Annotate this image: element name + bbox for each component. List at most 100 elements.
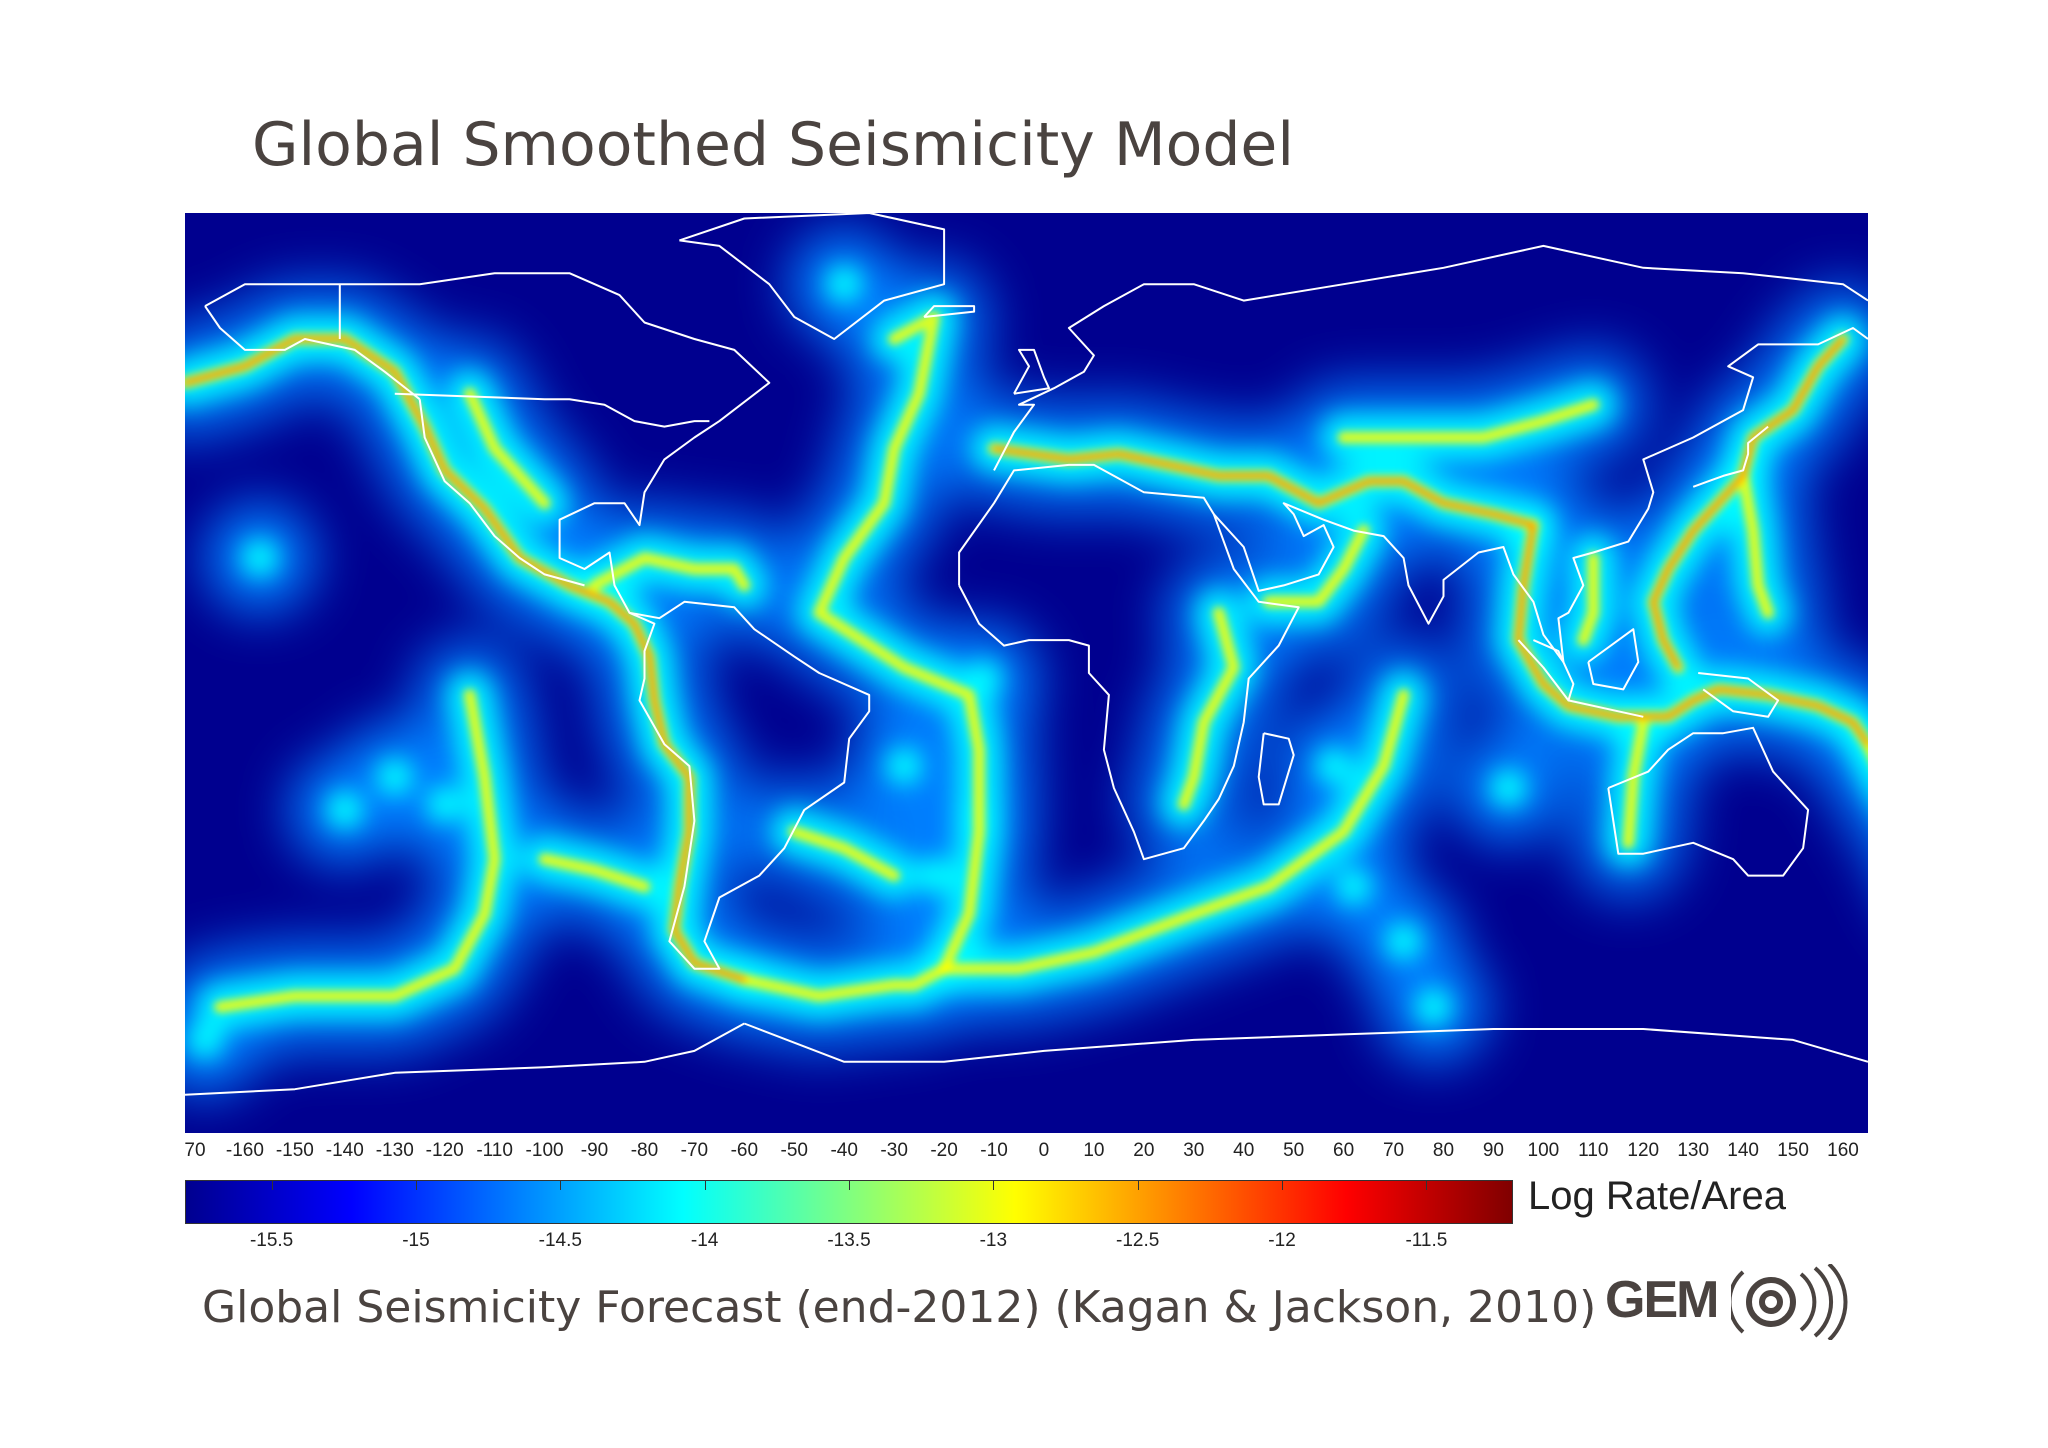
seismic-belt [788, 825, 901, 882]
longitude-tick-label: -90 [580, 1140, 609, 1161]
seismicity-map [185, 213, 1868, 1133]
longitude-tick-label: 40 [1233, 1140, 1255, 1161]
colorbar-tick-label: -15.5 [249, 1230, 294, 1251]
colorbar-tick-label: -13.5 [827, 1230, 871, 1251]
colorbar-tick-mark [993, 1180, 995, 1190]
longitude-tick-label: 140 [1727, 1140, 1759, 1161]
seismic-belt [992, 446, 1536, 528]
longitude-tick-label: -50 [780, 1140, 808, 1161]
seismic-hotspot [1335, 868, 1372, 905]
coastline [394, 392, 710, 428]
colorbar-tick-label: -12 [1268, 1230, 1296, 1251]
colorbar-tick-label: -13 [979, 1230, 1008, 1251]
coastline [418, 399, 585, 587]
coastline [1692, 425, 1769, 488]
longitude-tick-label: -140 [325, 1140, 364, 1161]
longitude-tick-label: 80 [1432, 1140, 1455, 1161]
longitude-tick-label: 110 [1578, 1140, 1609, 1161]
colorbar-tick-mark [560, 1180, 562, 1190]
seismic-belt [185, 337, 747, 982]
seismic-belts-core [185, 311, 1868, 1013]
seismicity-heatmap [185, 213, 1868, 1133]
colorbar-tick-mark [849, 1180, 850, 1190]
longitude-tick-label: -20 [930, 1140, 958, 1161]
seismic-belt [588, 552, 751, 592]
seismic-belt [214, 688, 501, 1013]
longitude-tick-label: 150 [1777, 1140, 1809, 1161]
longitude-tick-label: -160 [225, 1140, 264, 1161]
longitude-tick-label: -110 [476, 1140, 513, 1161]
colorbar-tick-label: -12.5 [1116, 1230, 1160, 1251]
longitude-tick-label: 160 [1827, 1140, 1859, 1161]
colorbar-tick-mark [1137, 1180, 1139, 1190]
coastline [679, 213, 946, 340]
seismic-belt [538, 853, 651, 893]
seismic-hotspot [376, 759, 413, 796]
coastline [1013, 348, 1050, 395]
seismic-belt [463, 387, 551, 510]
coastline [204, 272, 871, 970]
seismic-hotspot [426, 786, 463, 823]
longitude-tick-label: 10 [1083, 1140, 1105, 1161]
longitude-tick-label: -40 [830, 1140, 858, 1161]
coastline [993, 244, 1868, 471]
longitude-tick-label: 20 [1133, 1140, 1155, 1161]
gem-logo-text: GEM [1605, 1271, 1719, 1329]
colorbar-tick-mark [1282, 1180, 1284, 1190]
seismic-hotspot [241, 540, 278, 576]
coastline [1607, 726, 1810, 877]
colorbar-label: Log Rate/Area [1528, 1174, 1786, 1218]
colorbar-tick-label: -14 [690, 1230, 719, 1251]
longitude-tick-label: -10 [980, 1140, 1008, 1161]
coastline [1213, 327, 1868, 663]
coastline [923, 305, 976, 318]
coastline [185, 1022, 745, 1096]
longitude-tick-label: 130 [1677, 1140, 1710, 1161]
colorbar-ticks: -15.5 -15 -14.5 -14 -13.5 -13 -12.5 -12 -11.5 [185, 1230, 1513, 1256]
slide-title: Global Smoothed Seismicity Model [252, 110, 1295, 180]
longitude-tick-label: -30 [880, 1140, 908, 1161]
seismic-wave-icon [1731, 1264, 1848, 1340]
longitude-tick-label: -60 [730, 1140, 759, 1161]
seismic-hotspot [826, 266, 863, 303]
seismic-hotspot [1415, 989, 1452, 1026]
seismic-hotspot [326, 791, 363, 828]
seismic-hotspot [916, 857, 953, 894]
coastlines [185, 213, 1868, 1096]
colorbar-tick-mark [271, 1180, 273, 1190]
longitude-tick-label: -80 [630, 1140, 659, 1161]
seismic-belt [1651, 337, 1845, 670]
longitude-tick-label: 70 [184, 1140, 206, 1161]
seismic-hotspot [1385, 923, 1422, 960]
longitude-tick-label: -70 [680, 1140, 709, 1161]
gem-logo: GEM [1605, 1262, 1855, 1342]
colorbar-tick-mark [415, 1180, 417, 1190]
coastline [204, 305, 421, 400]
seismic-belt [1737, 469, 1775, 619]
colorbar-tick-label: -11.5 [1405, 1230, 1448, 1251]
longitude-tick-label: 60 [1333, 1140, 1355, 1161]
seismic-belt [938, 688, 1410, 975]
longitude-tick-label: -100 [525, 1140, 564, 1161]
seismic-belt [1177, 606, 1240, 811]
longitude-tick-label: -120 [425, 1140, 464, 1161]
longitude-tick-label: -150 [275, 1140, 314, 1161]
slide-caption: Global Seismicity Forecast (end-2012) (K… [202, 1282, 1597, 1333]
seismic-hotspot [966, 660, 1003, 697]
seismic-hotspot [1315, 748, 1352, 785]
seismic-hotspot [186, 1021, 223, 1058]
coastline [958, 463, 1300, 861]
coastline [1517, 639, 1575, 702]
colorbar-tick-label: -14.5 [538, 1230, 582, 1251]
seismic-belt [1262, 524, 1370, 608]
seismic-hotspot [1490, 770, 1527, 806]
longitude-tick-label: 90 [1482, 1140, 1505, 1161]
longitude-tick-label: 100 [1527, 1140, 1560, 1161]
colorbar-tick-label: -15 [402, 1230, 430, 1251]
colorbar-tick-mark [1426, 1180, 1428, 1190]
longitude-axis: 70 -160 -150 -140 -130 -120 -110 -100 -90 -80 -70-… [184, 1140, 1868, 1168]
seismic-belt [738, 962, 951, 1003]
coastline [743, 1022, 1868, 1063]
seismic-belt [1577, 552, 1600, 647]
longitude-tick-label: 70 [1382, 1140, 1405, 1161]
